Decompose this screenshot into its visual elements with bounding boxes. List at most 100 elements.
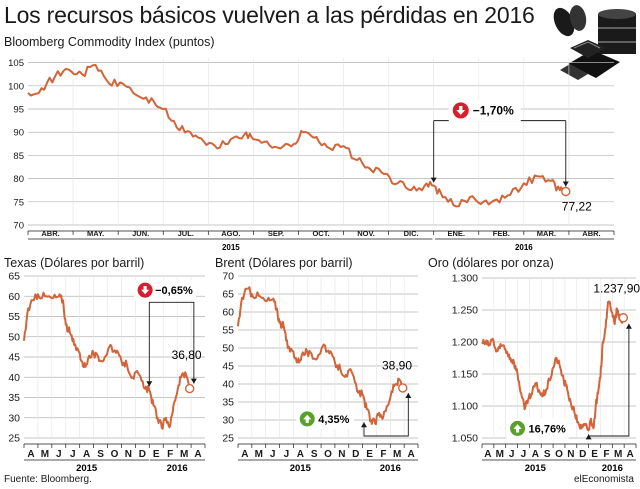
bcom-chart: 70 75 80 85 90 95 100 105 ABR. MAY. JUN. JUL. AGO. SE… (8, 58, 615, 252)
x-tick-label: E (366, 449, 373, 460)
x-tick-label: MAY. (87, 229, 104, 238)
x-tick-label: J (56, 449, 62, 460)
x-tick-label: S (544, 449, 551, 460)
x-tick-label: E (591, 449, 598, 460)
up-arrow-icon (299, 411, 315, 427)
x-tick-label: A (194, 449, 201, 460)
y-tick-label: 25 (8, 433, 20, 445)
arrow-head (190, 378, 197, 384)
arrow-head (361, 422, 367, 428)
texas-panel-title: Texas (Dólares por barril) (4, 256, 145, 270)
brent-panel-title: Brent (Dólares por barril) (215, 256, 353, 270)
arrow-head (625, 323, 632, 329)
x-tick-label: F (603, 449, 609, 460)
y-tick-label: 65 (8, 271, 20, 283)
y-tick-label: 50 (8, 331, 20, 343)
annotation-bg (448, 99, 521, 122)
x-tick-label: D (579, 449, 586, 460)
x-tick-label: N (125, 449, 132, 460)
y-tick-label: 105 (8, 58, 24, 69)
x-tick-label: M (614, 449, 622, 460)
x-tick-label: M (393, 449, 401, 460)
brand-logo: elEconomista (573, 474, 634, 485)
year-label: 2016 (515, 243, 533, 252)
y-tick-label: 60 (8, 291, 20, 303)
x-tick-label: A (83, 449, 90, 460)
arrow-head (562, 181, 569, 187)
y-tick-label: 85 (13, 151, 24, 162)
x-tick-label: D (139, 449, 146, 460)
x-tick-label: F (380, 449, 386, 460)
x-tick-label: O (111, 449, 119, 460)
y-tick-label: 1.150 (452, 369, 478, 381)
x-tick-label: N (567, 449, 574, 460)
year-label: 2016 (380, 463, 401, 474)
year-label: 2015 (525, 463, 547, 474)
y-tick-label: 45 (8, 352, 20, 364)
bracket-line (148, 301, 195, 387)
oro-panel-title: Oro (dólares por onza) (428, 256, 554, 270)
end-point-marker (184, 383, 195, 394)
y-tick-label: 35 (222, 397, 234, 409)
y-tick-label: 100 (8, 81, 24, 92)
x-tick-label: AGO. (221, 229, 240, 238)
x-tick-label: S (311, 449, 318, 460)
arrow-head (430, 177, 437, 183)
x-tick-label: A (532, 449, 539, 460)
x-tick-label: FEB. (493, 229, 510, 238)
x-tick-label: N (338, 449, 345, 460)
change-label: −0,65% (155, 285, 193, 297)
arrow-head (405, 392, 412, 398)
end-point-marker (618, 313, 629, 323)
year-label: 2016 (602, 463, 623, 474)
y-tick-label: 1.100 (452, 401, 478, 413)
x-tick-label: J (284, 449, 290, 460)
series-line (237, 286, 404, 426)
x-tick-label: SEP. (268, 229, 284, 238)
x-tick-label: O (324, 449, 332, 460)
series-line (481, 300, 625, 432)
x-tick-label: A (241, 449, 248, 460)
x-tick-label: S (97, 449, 104, 460)
x-tick-label: M (255, 449, 263, 460)
end-point-marker (398, 383, 408, 393)
year-label: 2016 (167, 463, 188, 474)
change-label: −1,70% (473, 103, 514, 117)
y-tick-label: 50 (222, 343, 234, 355)
x-tick-label: ABR. (582, 229, 600, 238)
y-tick-label: 30 (222, 415, 234, 427)
y-tick-label: 1.250 (452, 305, 478, 317)
year-label: 2015 (222, 243, 240, 252)
x-tick-label: A (484, 449, 491, 460)
x-tick-label: J (70, 449, 76, 460)
change-label: 4,35% (318, 414, 349, 426)
x-tick-label: DIC. (404, 229, 419, 238)
year-label: 2015 (76, 463, 98, 474)
y-tick-label: 1.300 (452, 273, 478, 285)
y-tick-label: 1.200 (452, 337, 478, 349)
x-tick-label: J (270, 449, 276, 460)
series-line (27, 64, 567, 208)
change-label: 16,76% (529, 423, 567, 435)
x-tick-label: E (153, 449, 160, 460)
y-tick-label: 35 (8, 392, 20, 404)
x-tick-label: A (297, 449, 304, 460)
end-value-label: 38,90 (382, 359, 412, 373)
y-tick-label: 40 (8, 372, 20, 384)
end-value-label: 36,80 (172, 348, 202, 362)
y-tick-label: 1.050 (452, 433, 478, 445)
y-tick-label: 55 (8, 311, 20, 323)
arrow-head (585, 434, 592, 440)
series-line (23, 291, 191, 430)
end-value-label: 77,22 (562, 200, 592, 214)
y-tick-label: 45 (222, 361, 234, 373)
x-tick-label: MAR. (537, 229, 556, 238)
x-tick-label: NOV. (357, 229, 375, 238)
y-tick-label: 70 (13, 221, 24, 232)
x-tick-label: A (27, 449, 34, 460)
x-tick-label: OCT. (312, 229, 329, 238)
y-tick-label: 70 (222, 271, 234, 283)
x-tick-label: M (180, 449, 188, 460)
x-tick-label: M (496, 449, 504, 460)
